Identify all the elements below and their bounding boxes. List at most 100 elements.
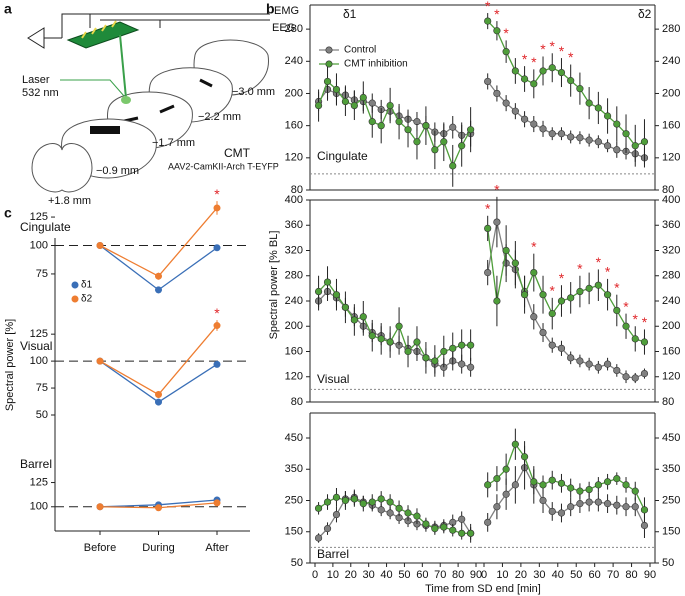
data-point bbox=[594, 281, 602, 289]
significance-mark: * bbox=[531, 238, 537, 254]
significance-mark: * bbox=[522, 51, 528, 67]
data-point bbox=[458, 341, 466, 349]
data-point bbox=[511, 67, 519, 75]
data-point bbox=[567, 133, 575, 141]
y-tick-label: 200 bbox=[285, 320, 303, 332]
significance-mark: * bbox=[503, 25, 509, 41]
data-point bbox=[467, 363, 475, 371]
data-point bbox=[314, 504, 323, 512]
significance-mark: * bbox=[531, 54, 537, 70]
significance-mark: * bbox=[568, 49, 574, 65]
data-point bbox=[484, 481, 492, 489]
series-line bbox=[487, 442, 646, 511]
legend-label: δ2 bbox=[81, 294, 93, 305]
data-point bbox=[96, 357, 104, 365]
data-point bbox=[404, 509, 412, 517]
data-point bbox=[449, 162, 457, 170]
legend-marker bbox=[325, 60, 333, 68]
column-title: δ2 bbox=[638, 7, 652, 21]
y-tick-label: 280 bbox=[285, 23, 303, 35]
series-line bbox=[99, 325, 218, 396]
electrode-chip bbox=[66, 21, 140, 49]
y-tick-label: 240 bbox=[285, 295, 303, 307]
data-point bbox=[467, 126, 475, 134]
significance-mark: * bbox=[550, 283, 556, 299]
data-point bbox=[530, 478, 538, 486]
y-tick-label: 250 bbox=[285, 494, 303, 506]
data-point bbox=[323, 278, 332, 286]
data-point bbox=[539, 67, 547, 75]
x-tick-label: 60 bbox=[589, 569, 601, 581]
data-point bbox=[422, 122, 430, 130]
data-point bbox=[640, 369, 649, 378]
data-point bbox=[493, 475, 501, 483]
y-tick-label: 50 bbox=[291, 557, 303, 569]
data-point bbox=[576, 85, 584, 93]
data-point bbox=[377, 506, 385, 514]
significance-mark: * bbox=[540, 41, 546, 57]
data-point bbox=[323, 77, 332, 86]
data-point bbox=[567, 77, 575, 85]
slice-label: −2.2 mm bbox=[198, 111, 241, 123]
data-point bbox=[631, 142, 639, 150]
optic-fiber bbox=[119, 34, 127, 99]
data-point bbox=[594, 104, 602, 112]
data-point bbox=[548, 130, 556, 138]
data-point bbox=[594, 138, 602, 146]
data-point bbox=[511, 481, 519, 489]
y-tick-label: 100 bbox=[30, 501, 48, 513]
data-point bbox=[213, 204, 221, 212]
data-point bbox=[557, 297, 566, 305]
data-point bbox=[567, 354, 575, 362]
data-point bbox=[440, 347, 448, 356]
emg-label: EMG bbox=[274, 5, 299, 17]
series-line bbox=[487, 228, 645, 343]
data-point bbox=[631, 503, 639, 511]
y-tick-label: 350 bbox=[285, 463, 303, 475]
data-point bbox=[395, 322, 403, 330]
data-point bbox=[511, 259, 519, 267]
data-point bbox=[484, 224, 492, 233]
significance-mark: * bbox=[214, 305, 220, 321]
data-point bbox=[530, 120, 538, 128]
data-point bbox=[594, 498, 602, 506]
data-point bbox=[359, 500, 367, 508]
data-point bbox=[530, 80, 538, 88]
series-line bbox=[318, 281, 471, 362]
data-point bbox=[576, 134, 584, 142]
data-point bbox=[377, 335, 385, 343]
data-point bbox=[213, 360, 221, 368]
x-tick-label: 80 bbox=[625, 569, 637, 581]
data-point bbox=[557, 509, 566, 517]
y-tick-label: 120 bbox=[285, 371, 303, 383]
y-tick-label: 450 bbox=[662, 432, 680, 444]
x-tick-label: 0 bbox=[312, 569, 318, 581]
y-tick-label: 80 bbox=[662, 184, 674, 196]
y-tick-label: 320 bbox=[285, 244, 303, 256]
significance-mark: * bbox=[596, 254, 602, 270]
y-tick-label: 50 bbox=[662, 557, 674, 569]
data-point bbox=[557, 479, 566, 487]
data-point bbox=[368, 118, 376, 126]
data-point bbox=[213, 244, 221, 252]
y-tick-label: 360 bbox=[285, 219, 303, 231]
data-point bbox=[502, 246, 510, 255]
y-tick-label: 80 bbox=[291, 184, 303, 196]
data-point bbox=[368, 332, 376, 340]
data-point bbox=[96, 503, 104, 511]
x-tick-label: 70 bbox=[607, 569, 619, 581]
data-point bbox=[440, 138, 448, 146]
data-point bbox=[96, 242, 104, 250]
data-point bbox=[576, 500, 584, 508]
electrode-pins bbox=[81, 20, 117, 39]
x-tick-label: 70 bbox=[434, 569, 446, 581]
data-point bbox=[341, 303, 350, 311]
data-point bbox=[458, 529, 466, 537]
y-tick-label: 120 bbox=[662, 152, 680, 164]
y-axis-label: Spectral power [%] bbox=[4, 319, 16, 411]
data-point bbox=[332, 291, 341, 299]
data-point bbox=[449, 526, 457, 534]
data-point bbox=[603, 500, 612, 508]
data-point bbox=[585, 485, 593, 494]
